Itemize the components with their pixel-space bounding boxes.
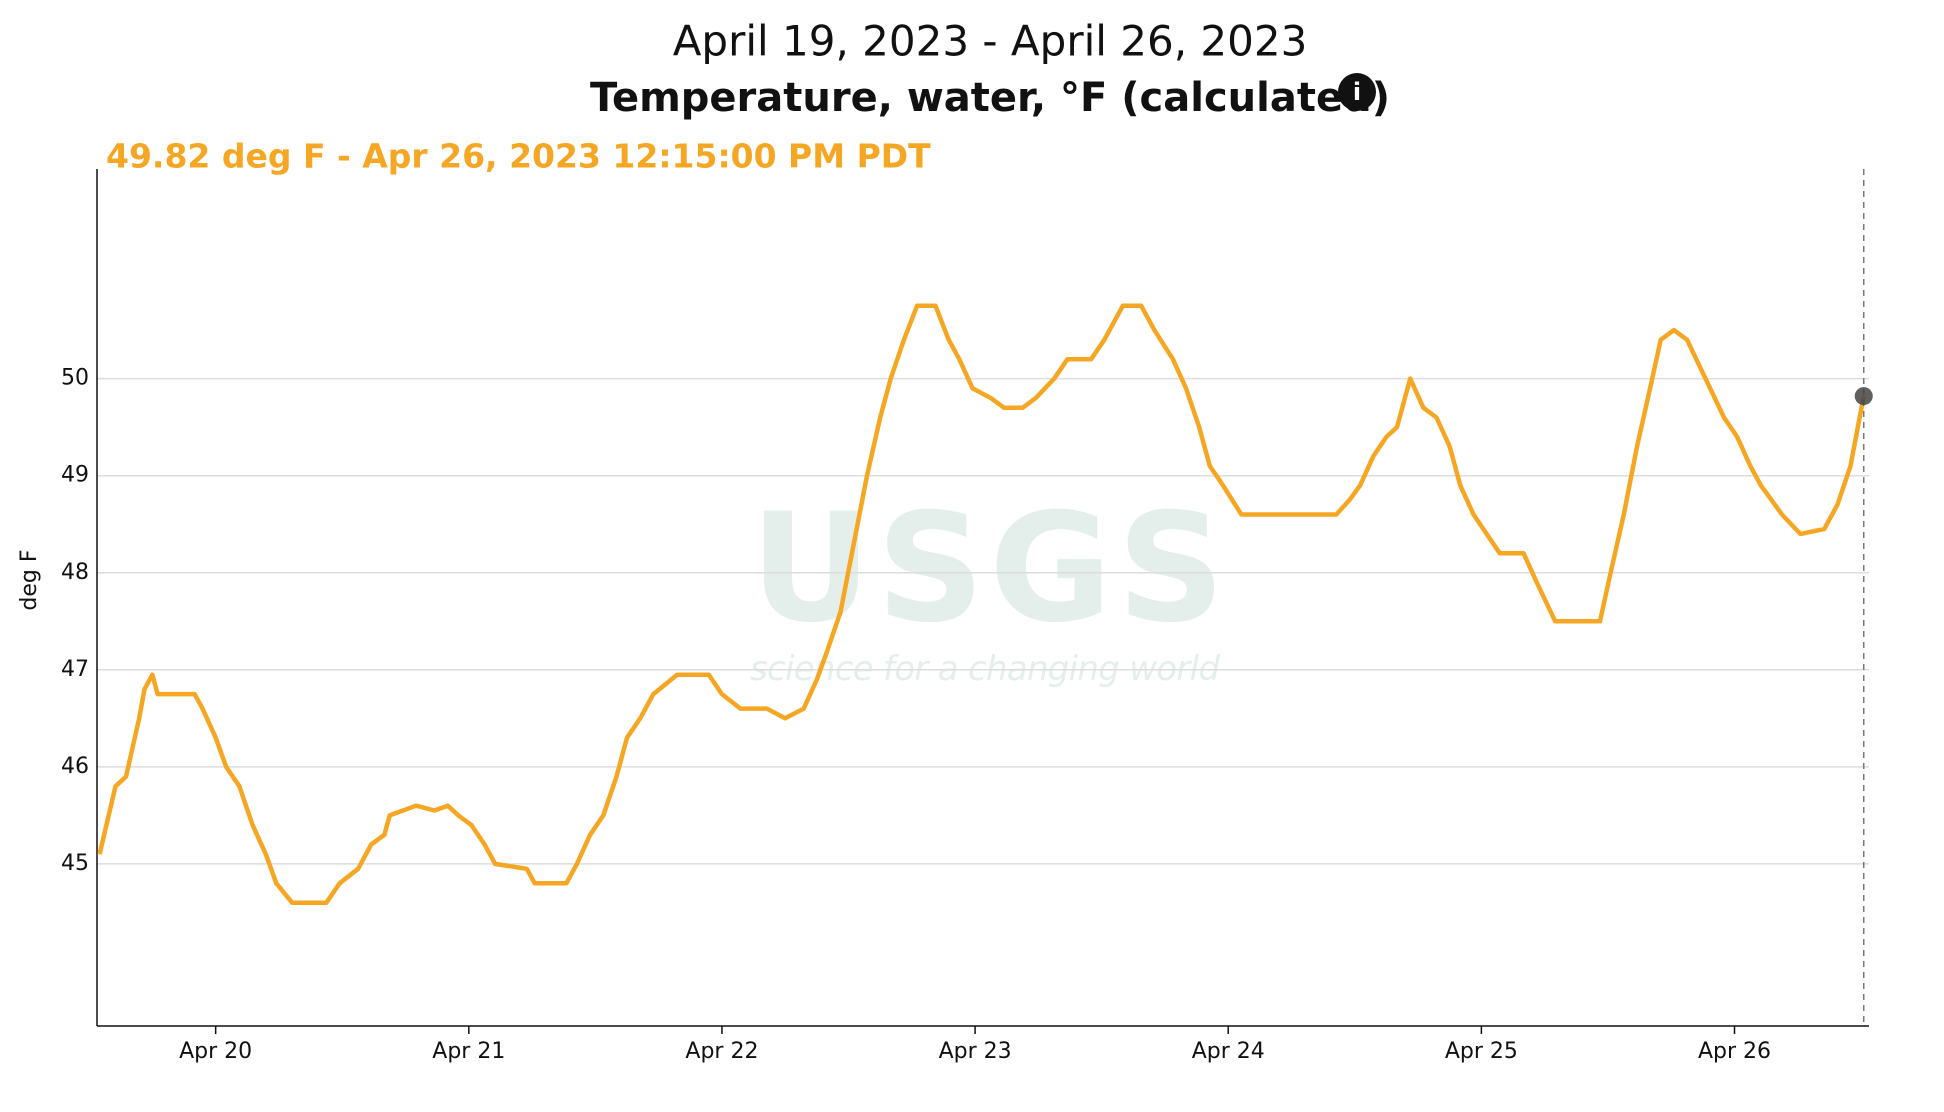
chart-title: April 19, 2023 - April 26, 2023: [673, 17, 1308, 66]
x-tick-label: Apr 20: [179, 1039, 252, 1064]
x-tick-label: Apr 21: [432, 1039, 505, 1064]
y-tick-label: 48: [61, 560, 89, 585]
info-button[interactable]: i: [1338, 73, 1376, 111]
info-icon-bg: [1338, 73, 1376, 111]
y-tick-label: 46: [61, 754, 89, 779]
watermark: USGS science for a changing world: [750, 482, 1225, 689]
x-tick-label: Apr 25: [1445, 1039, 1518, 1064]
y-tick-label: 50: [61, 366, 89, 391]
y-axis-label: deg F: [17, 549, 42, 610]
y-tick-label: 49: [61, 463, 89, 488]
watermark-tagline: science for a changing world: [750, 649, 1220, 689]
cursor-annotation: 49.82 deg F - Apr 26, 2023 12:15:00 PM P…: [106, 137, 931, 176]
x-tick-label: Apr 22: [685, 1039, 758, 1064]
x-tick-label: Apr 26: [1698, 1039, 1771, 1064]
watermark-logo: USGS: [750, 482, 1225, 656]
x-tick-label: Apr 23: [939, 1039, 1012, 1064]
x-tick-label: Apr 24: [1192, 1039, 1265, 1064]
chart-subtitle: Temperature, water, °F (calculated): [590, 75, 1390, 121]
y-tick-label: 47: [61, 657, 89, 682]
info-icon: i: [1353, 78, 1361, 106]
cursor-point: [1854, 387, 1873, 406]
series-line: [97, 303, 1866, 905]
y-tick-label: 45: [61, 851, 89, 876]
